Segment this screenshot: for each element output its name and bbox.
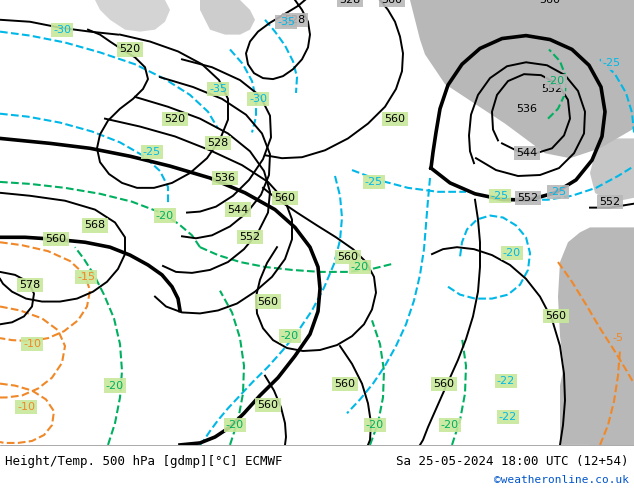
Text: 568: 568 xyxy=(84,220,106,230)
Text: -20: -20 xyxy=(366,420,384,430)
Text: -20: -20 xyxy=(441,420,459,430)
Text: -35: -35 xyxy=(277,17,295,27)
Text: -20: -20 xyxy=(226,420,244,430)
Polygon shape xyxy=(590,138,634,203)
Text: -20: -20 xyxy=(547,76,565,86)
Text: 560: 560 xyxy=(540,0,560,5)
Text: 560: 560 xyxy=(257,296,278,307)
Text: 560: 560 xyxy=(257,400,278,410)
Text: 528: 528 xyxy=(285,15,306,25)
Text: ©weatheronline.co.uk: ©weatheronline.co.uk xyxy=(494,475,629,485)
Text: -22: -22 xyxy=(499,412,517,422)
Text: -25: -25 xyxy=(549,187,567,197)
Text: 552: 552 xyxy=(240,232,261,242)
Polygon shape xyxy=(320,0,634,158)
Text: 552: 552 xyxy=(517,193,538,203)
Text: 560: 560 xyxy=(337,252,358,262)
Text: -30: -30 xyxy=(249,94,267,104)
Text: -22: -22 xyxy=(497,376,515,386)
Text: -15: -15 xyxy=(77,272,95,282)
Text: 560: 560 xyxy=(46,234,67,245)
Text: 520: 520 xyxy=(119,45,141,54)
Text: 560: 560 xyxy=(384,114,406,123)
Text: 560: 560 xyxy=(335,379,356,389)
Text: 560: 560 xyxy=(382,0,403,5)
Text: -10: -10 xyxy=(17,402,35,413)
Text: -10: -10 xyxy=(23,339,41,349)
Text: -25: -25 xyxy=(143,147,161,157)
Text: 560: 560 xyxy=(545,311,567,321)
Text: 528: 528 xyxy=(339,0,361,5)
Text: 528: 528 xyxy=(207,138,229,148)
Text: 536: 536 xyxy=(214,173,235,183)
Text: 560: 560 xyxy=(434,379,455,389)
Text: -20: -20 xyxy=(351,262,369,272)
Text: -25: -25 xyxy=(603,58,621,68)
Text: 544: 544 xyxy=(516,148,538,158)
Polygon shape xyxy=(95,0,170,32)
Polygon shape xyxy=(560,267,634,445)
Polygon shape xyxy=(558,227,634,445)
Text: 578: 578 xyxy=(20,280,41,290)
Text: 520: 520 xyxy=(164,114,186,123)
Text: -30: -30 xyxy=(53,24,71,35)
Text: 544: 544 xyxy=(228,205,249,215)
Text: -5: -5 xyxy=(612,333,623,343)
Text: -35: -35 xyxy=(209,84,227,94)
Text: -20: -20 xyxy=(281,331,299,341)
Text: -20: -20 xyxy=(503,248,521,258)
Text: 552: 552 xyxy=(599,196,621,207)
Text: -25: -25 xyxy=(491,191,509,201)
Polygon shape xyxy=(200,0,255,35)
Text: Sa 25-05-2024 18:00 UTC (12+54): Sa 25-05-2024 18:00 UTC (12+54) xyxy=(396,455,629,468)
Text: 536: 536 xyxy=(517,104,538,114)
Text: -20: -20 xyxy=(156,211,174,220)
Text: 552: 552 xyxy=(541,84,562,94)
Text: -25: -25 xyxy=(365,177,383,187)
Text: 560: 560 xyxy=(275,193,295,203)
Text: -20: -20 xyxy=(106,381,124,391)
Text: Height/Temp. 500 hPa [gdmp][°C] ECMWF: Height/Temp. 500 hPa [gdmp][°C] ECMWF xyxy=(5,455,283,468)
